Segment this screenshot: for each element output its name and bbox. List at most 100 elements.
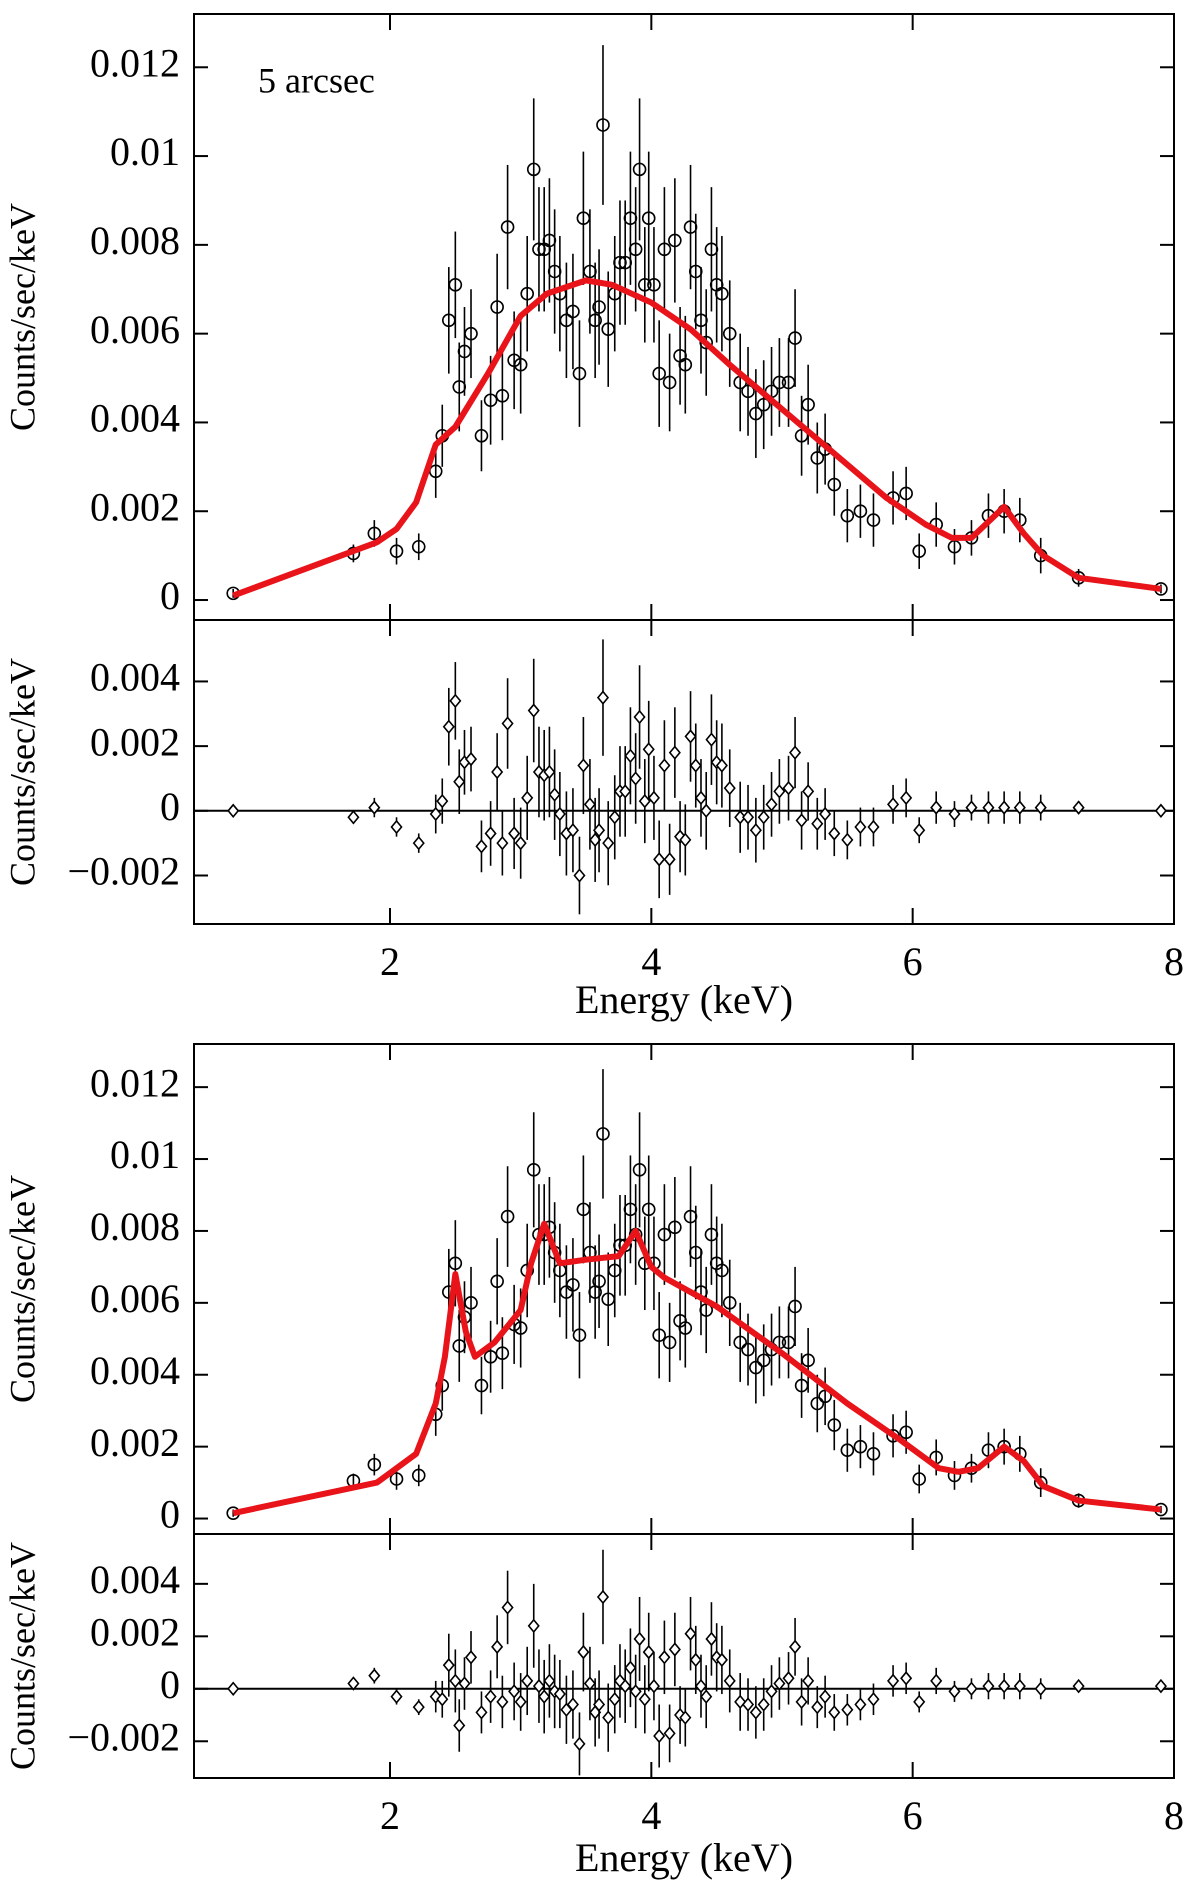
y-tick-label: 0.01 [110, 1132, 180, 1177]
residual-point [458, 1676, 471, 1691]
residual-point [757, 810, 770, 825]
data-point [788, 1299, 802, 1314]
residual-point [412, 1699, 425, 1715]
residual-point [619, 1678, 632, 1694]
residual-point [608, 1692, 621, 1707]
residual-point [548, 787, 561, 802]
data-point [756, 397, 771, 412]
residual-point [689, 1652, 702, 1668]
residual-point [508, 826, 521, 841]
residual-point [475, 1705, 488, 1720]
y-tick-label: 0.006 [90, 1276, 180, 1321]
data-point [474, 1378, 489, 1393]
residual-point [629, 771, 642, 786]
residual-point [602, 1710, 615, 1725]
residual-point [913, 1694, 926, 1710]
residual-point [789, 1639, 802, 1655]
residual-point [442, 719, 455, 734]
residual-point [647, 1678, 660, 1694]
y-tick-label: −0.002 [67, 1714, 180, 1759]
x-tick-label: 6 [903, 1793, 923, 1838]
data-point [997, 1439, 1011, 1454]
data-point [572, 366, 587, 381]
y-tick-label: 0 [160, 784, 180, 829]
residual-point [543, 764, 556, 780]
residual-point [773, 784, 786, 799]
residual-point [642, 742, 655, 757]
residual-point [653, 852, 666, 867]
data-point [596, 118, 610, 132]
residual-point [227, 1681, 240, 1697]
residual-point [429, 806, 442, 822]
data-point [741, 1342, 755, 1357]
data-point [741, 384, 755, 399]
data-point [490, 1274, 504, 1289]
residual-point [532, 1678, 546, 1694]
data-point [513, 1321, 528, 1335]
residual-point [573, 868, 586, 883]
data-point [801, 397, 815, 412]
x-tick-label: 6 [903, 939, 923, 984]
model-line [232, 1220, 1162, 1517]
residual-point [491, 764, 504, 780]
data-point [632, 1163, 647, 1177]
data-point [572, 1328, 587, 1342]
residual-point [867, 819, 880, 835]
data-point [596, 1127, 610, 1141]
residual-point [757, 1697, 770, 1712]
data-point [810, 1396, 825, 1411]
residual-point [867, 1692, 880, 1707]
data-point [513, 357, 528, 372]
data-point [899, 486, 913, 501]
residual-point [694, 1678, 708, 1694]
data-point [652, 1328, 666, 1342]
residual-point [1072, 1678, 1085, 1694]
residual-point [647, 790, 660, 806]
residual-point [633, 709, 646, 725]
residual-point [723, 1673, 736, 1689]
y-tick-label: 0.002 [90, 1420, 180, 1465]
residual-point [700, 1689, 713, 1704]
y-tick-label: 0.002 [90, 1609, 180, 1654]
residual-point [854, 1697, 867, 1712]
data-point [500, 1209, 515, 1224]
residual-point [900, 790, 913, 806]
data-point [592, 1274, 606, 1289]
residual-point [795, 813, 808, 828]
residual-point [828, 826, 841, 841]
y-tick-label: 0.01 [110, 129, 180, 174]
residual-point [1072, 800, 1085, 815]
y-tick-label: 0.006 [90, 307, 180, 352]
residual-point [573, 1736, 586, 1752]
data-point [500, 220, 515, 234]
x-tick-label: 8 [1164, 939, 1184, 984]
data-point [448, 1256, 463, 1271]
residual-point [710, 755, 723, 770]
residual-point [795, 1694, 808, 1710]
residual-point [668, 745, 681, 760]
data-point [662, 1335, 677, 1350]
residual-point [619, 784, 632, 799]
residual-point [347, 1676, 360, 1691]
y-tick-label: 0.004 [90, 655, 180, 700]
residual-point [658, 1650, 671, 1665]
data-point [657, 242, 672, 257]
residual-point [1034, 800, 1047, 815]
data-point [827, 477, 842, 492]
data-point [699, 335, 714, 350]
y-tick-label: 0.002 [90, 719, 180, 764]
data-point [641, 211, 656, 226]
residual-point [930, 800, 943, 815]
model-line [232, 277, 1162, 599]
x-tick-label: 8 [1164, 1793, 1184, 1838]
residual-point [802, 784, 815, 799]
residual-point [638, 793, 651, 809]
residual-point [508, 1684, 521, 1699]
residual-point [741, 810, 755, 825]
data-point [668, 233, 682, 248]
residual-point [715, 758, 728, 773]
residual-point [811, 816, 824, 831]
residual-point [715, 1652, 728, 1668]
residual-point [1013, 1678, 1026, 1694]
residual-point [674, 829, 687, 844]
